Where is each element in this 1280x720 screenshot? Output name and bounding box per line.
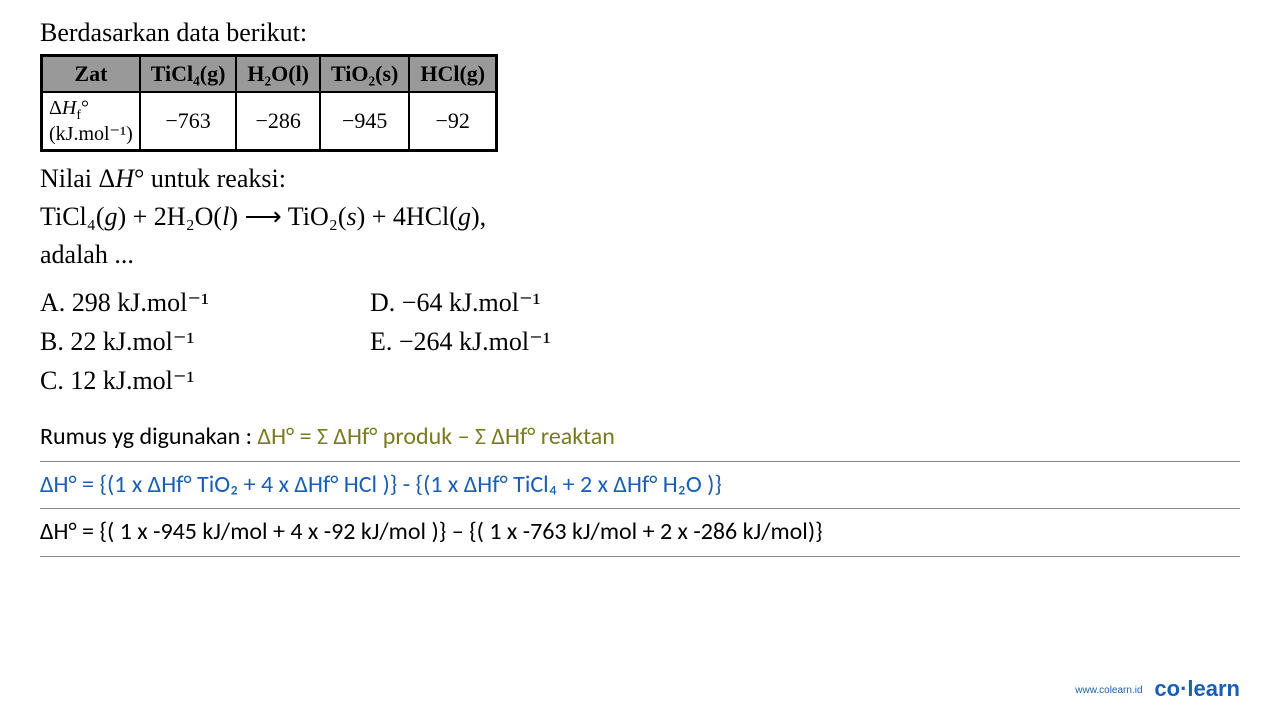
val-h2o: −286 [236,92,320,151]
options-block: A. 298 kJ.mol⁻¹ D. −64 kJ.mol⁻¹ B. 22 kJ… [40,283,1240,400]
question-block: Nilai ΔH° untuk reaksi: TiCl₄(g) + 2H₂O(… [40,160,1240,273]
option-d: D. −64 kJ.mol⁻¹ [370,283,541,322]
formula-line-2: ΔH° = {(1 x ΔHf° TiO₂ + 4 x ΔHf° HCl )} … [40,462,1240,509]
formula-section: Rumus yg digunakan : ΔH° = Σ ΔHf° produk… [40,414,1240,556]
data-table: Zat TiCl₄(g) H₂O(l) TiO₂(s) HCl(g) ΔHf°(… [40,54,498,152]
option-b: B. 22 kJ.mol⁻¹ [40,322,370,361]
option-a: A. 298 kJ.mol⁻¹ [40,283,370,322]
reaction-equation: TiCl₄(g) + 2H₂O(l) ⟶ TiO₂(s) + 4HCl(g), [40,198,1240,236]
footer: www.colearn.id co·learn [1075,676,1240,702]
val-hcl: −92 [409,92,496,151]
table-data-row: ΔHf°(kJ.mol⁻¹) −763 −286 −945 −92 [42,92,497,151]
header-zat: Zat [42,56,140,93]
question-line1: Nilai ΔH° untuk reaksi: [40,160,1240,198]
formula-symbolic: ΔH° = {(1 x ΔHf° TiO₂ + 4 x ΔHf° HCl )} … [40,470,722,499]
formula-general: ΔH° = Σ ΔHf° produk – Σ ΔHf° reaktan [258,422,615,451]
header-tio2: TiO₂(s) [320,56,409,93]
val-tio2: −945 [320,92,409,151]
header-ticl4: TiCl₄(g) [140,56,237,93]
page-title: Berdasarkan data berikut: [40,18,1240,48]
option-e: E. −264 kJ.mol⁻¹ [370,322,551,361]
footer-brand: co·learn [1154,676,1240,701]
formula-prefix: Rumus yg digunakan : [40,422,258,451]
row-label: ΔHf°(kJ.mol⁻¹) [42,92,140,151]
val-ticl4: −763 [140,92,237,151]
table-header-row: Zat TiCl₄(g) H₂O(l) TiO₂(s) HCl(g) [42,56,497,93]
footer-url: www.colearn.id [1075,685,1142,696]
formula-line-3: ΔH° = {( 1 x -945 kJ/mol + 4 x -92 kJ/mo… [40,509,1240,556]
header-hcl: HCl(g) [409,56,496,93]
question-line3: adalah ... [40,236,1240,274]
formula-numeric: ΔH° = {( 1 x -945 kJ/mol + 4 x -92 kJ/mo… [40,517,823,546]
option-c: C. 12 kJ.mol⁻¹ [40,361,370,400]
header-h2o: H₂O(l) [236,56,320,93]
formula-line-1: Rumus yg digunakan : ΔH° = Σ ΔHf° produk… [40,414,1240,461]
